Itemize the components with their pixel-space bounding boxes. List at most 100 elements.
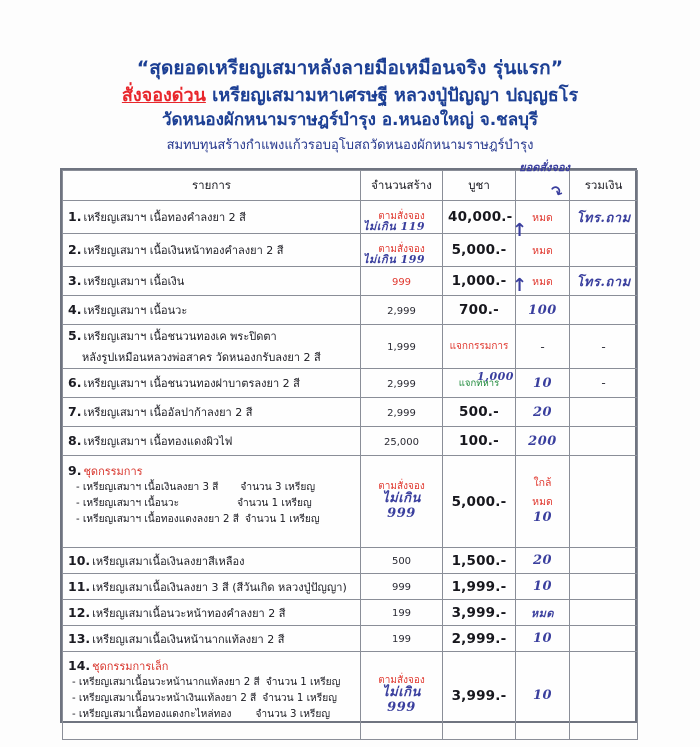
quantity-cell: 25,000 xyxy=(360,426,443,456)
total-cell xyxy=(569,397,638,427)
price-handwritten: 1,000 xyxy=(477,370,514,383)
quantity-printed: 999 xyxy=(391,276,412,288)
set-line: - เหรียญเสมาฯ เนื้อเงินลงยา 3 สี จำนวน 3 … xyxy=(68,480,355,496)
set-item-label: - เหรียญเสมาฯ เนื้อทองแดงลงยา 2 สี xyxy=(76,513,239,525)
quantity-printed: 500 xyxy=(391,556,412,567)
set-item-qty: จำนวน 3 เหรียญ xyxy=(240,482,316,493)
quantity-cell: 999 xyxy=(360,573,443,600)
total-cell xyxy=(569,599,638,626)
item-label: ชุดกรรมการ xyxy=(83,465,143,478)
item-label: เหรียญเสมาเนื้อเงินลงยา 3 สี (สีวันเกิด … xyxy=(92,580,347,594)
item-label: เหรียญเสมาฯ เนื้อชนวนทองฝาบาตรลงยา 2 สี xyxy=(83,377,300,390)
table-row: 14. ชุดกรรมการเล็ก - เหรียญเสมาเนื้อนวะหน… xyxy=(62,651,638,740)
price-cell: แจกทหาร 1,000 xyxy=(442,368,516,398)
item-name-cell: 7. เหรียญเสมาฯ เนื้ออัลปาก้าลงยา 2 สี xyxy=(62,397,361,427)
ordered-handwritten: 100 xyxy=(528,302,557,318)
total-cell: โทร.ถาม xyxy=(569,266,638,296)
urgent-order-label: สั่งจองด่วน xyxy=(121,84,206,106)
price-value: 100.- xyxy=(459,433,499,449)
ordered-status: หมด xyxy=(532,275,553,288)
ordered-cell: 20 xyxy=(515,547,570,574)
item-label: เหรียญเสมาเนื้อเงินลงยาสีเหลือง xyxy=(92,554,245,568)
item-number: 13. xyxy=(68,630,91,646)
price-cell: 40,000.- xyxy=(442,200,516,234)
item-label: เหรียญเสมาฯ เนื้อเงิน xyxy=(83,275,185,288)
quantity-printed: ตามสั่งจอง xyxy=(378,480,425,492)
price-note: แจกกรรมการ xyxy=(449,341,509,352)
ordered-handwritten: 10 xyxy=(532,688,553,703)
quantity-cell: 500 xyxy=(360,547,443,574)
ordered-handwritten: 20 xyxy=(532,553,553,568)
set-item-qty: จำนวน 1 เหรียญ xyxy=(244,513,320,525)
ordered-status: หมด xyxy=(532,211,553,224)
title-line-1: “สุดยอดเหรียญเสมาหลังลายมือเหมือนจริง รุ… xyxy=(136,57,564,79)
table-row: 10. เหรียญเสมาเนื้อเงินลงยาสีเหลือง 500 1… xyxy=(62,547,638,574)
total-cell xyxy=(569,426,638,456)
set-item-label: - เหรียญเสมาเนื้อนวะหน้าเงินแท้ลงยา 2 สี xyxy=(72,692,257,704)
price-value: 700.- xyxy=(459,302,499,318)
quantity-printed: 2,999 xyxy=(387,407,416,419)
table-row: 13. เหรียญเสมาเนื้อเงินหน้านากแท้ลงยา 2 ส… xyxy=(62,625,638,652)
ordered-cell: 100 xyxy=(515,295,570,325)
total-cell xyxy=(569,547,638,574)
price-cell: 1,000.- xyxy=(442,266,516,296)
quantity-cell: 999 xyxy=(360,266,443,296)
item-label: เหรียญเสมาเนื้อนวะหน้าทองคำลงยา 2 สี xyxy=(92,606,286,620)
set-title: 9. ชุดกรรมการ xyxy=(68,462,355,480)
item-label: เหรียญเสมาฯ เนื้อทองแดงผิวไฟ xyxy=(83,435,233,448)
quantity-cell: ตามสั่งจอง ไม่เกิน 119 xyxy=(360,200,443,234)
quantity-handwritten: ไม่เกิน 199 xyxy=(363,253,426,266)
set-line: - เหรียญเสมาเนื้อนวะหน้าเงินแท้ลงยา 2 สี… xyxy=(68,691,355,707)
total-cell: โทร.ถาม xyxy=(569,200,638,234)
set-line: - เหรียญเสมาฯ เนื้อนวะ จำนวน 1 เหรียญ xyxy=(68,496,355,512)
total-cell xyxy=(569,233,638,267)
total-dash: - xyxy=(601,339,606,354)
item-label: เหรียญเสมาฯ เนื้อเงินหน้าทองคำลงยา 2 สี xyxy=(83,244,284,257)
document-header: “สุดยอดเหรียญเสมาหลังลายมือเหมือนจริง รุ… xyxy=(0,0,700,155)
arrow-icon: ↑ xyxy=(512,220,528,241)
item-name-cell: 10. เหรียญเสมาเนื้อเงินลงยาสีเหลือง xyxy=(62,547,361,574)
price-value: 5,000.- xyxy=(451,493,507,510)
item-name-cell: 1. เหรียญเสมาฯ เนื้อทองคำลงยา 2 สี xyxy=(62,200,361,234)
table-row: 8. เหรียญเสมาฯ เนื้อทองแดงผิวไฟ 25,000 10… xyxy=(62,426,638,456)
price-note: แจกทหาร xyxy=(458,377,500,389)
item-number: 2. xyxy=(68,242,82,257)
quantity-handwritten: ไม่เกิน 119 xyxy=(363,220,426,233)
ordered-handwritten: 10 xyxy=(532,631,553,646)
set-item-label: - เหรียญเสมาฯ เนื้อนวะ xyxy=(76,497,180,509)
set-item-qty: จำนวน 1 เหรียญ xyxy=(265,677,341,688)
item-name-cell: 12. เหรียญเสมาเนื้อนวะหน้าทองคำลงยา 2 สี xyxy=(62,599,361,626)
item-line-2: หลังรูปเหมือนหลวงพ่อสาคร วัดหนองกรับลงยา… xyxy=(82,351,321,364)
ordered-dash: - xyxy=(540,339,545,354)
column-header-price: บูชา xyxy=(442,170,516,201)
column-header-quantity: จำนวนสร้าง xyxy=(360,170,443,201)
item-number: 10. xyxy=(68,552,91,568)
price-value: 5,000.- xyxy=(451,242,507,258)
total-handwritten: โทร.ถาม xyxy=(576,210,631,226)
item-name-cell: 6. เหรียญเสมาฯ เนื้อชนวนทองฝาบาตรลงยา 2 ส… xyxy=(62,368,361,398)
ordered-status-2: หมด xyxy=(532,496,553,509)
price-cell: 3,999.- xyxy=(442,599,516,626)
quantity-printed: 2,999 xyxy=(387,378,416,390)
ordered-handwritten: 10 xyxy=(532,510,553,526)
set-line: - เหรียญเสมาเนื้อทองแดงกะไหล่ทอง จำนวน 3 … xyxy=(68,707,355,723)
table-row: 9. ชุดกรรมการ - เหรียญเสมาฯ เนื้อเงินลงยา… xyxy=(62,455,638,548)
quantity-printed: 2,999 xyxy=(387,305,416,317)
price-cell: แจกกรรมการ xyxy=(442,324,516,369)
table-header-row: รายการ จำนวนสร้าง บูชา ยอดสั่งจอง ↷ รวมเ… xyxy=(62,162,638,203)
total-handwritten: โทร.ถาม xyxy=(576,274,631,290)
item-name-cell: 13. เหรียญเสมาเนื้อเงินหน้านากแท้ลงยา 2 ส… xyxy=(62,625,361,652)
price-value: 1,500.- xyxy=(451,552,507,569)
item-name-cell: 9. ชุดกรรมการ - เหรียญเสมาฯ เนื้อเงินลงยา… xyxy=(62,455,361,548)
item-label: เหรียญเสมาฯ เนื้ออัลปาก้าลงยา 2 สี xyxy=(83,406,253,419)
temple-location: วัดหนองผักหนามราษฎร์บำรุง อ.หนองใหญ่ จ.ช… xyxy=(161,109,539,130)
quantity-handwritten-2: 999 xyxy=(387,700,416,716)
item-number: 1. xyxy=(68,209,82,224)
quantity-cell: 199 xyxy=(360,599,443,626)
price-cell: 500.- xyxy=(442,397,516,427)
quantity-cell: 199 xyxy=(360,625,443,652)
item-label: เหรียญเสมาเนื้อเงินหน้านากแท้ลงยา 2 สี xyxy=(92,632,285,646)
set-line: - เหรียญเสมาเนื้อนวะหน้านากแท้ลงยา 2 สี จ… xyxy=(68,675,355,691)
set-item-qty: จำนวน 1 เหรียญ xyxy=(237,497,312,509)
quantity-printed: ตามสั่งจอง xyxy=(378,211,425,223)
